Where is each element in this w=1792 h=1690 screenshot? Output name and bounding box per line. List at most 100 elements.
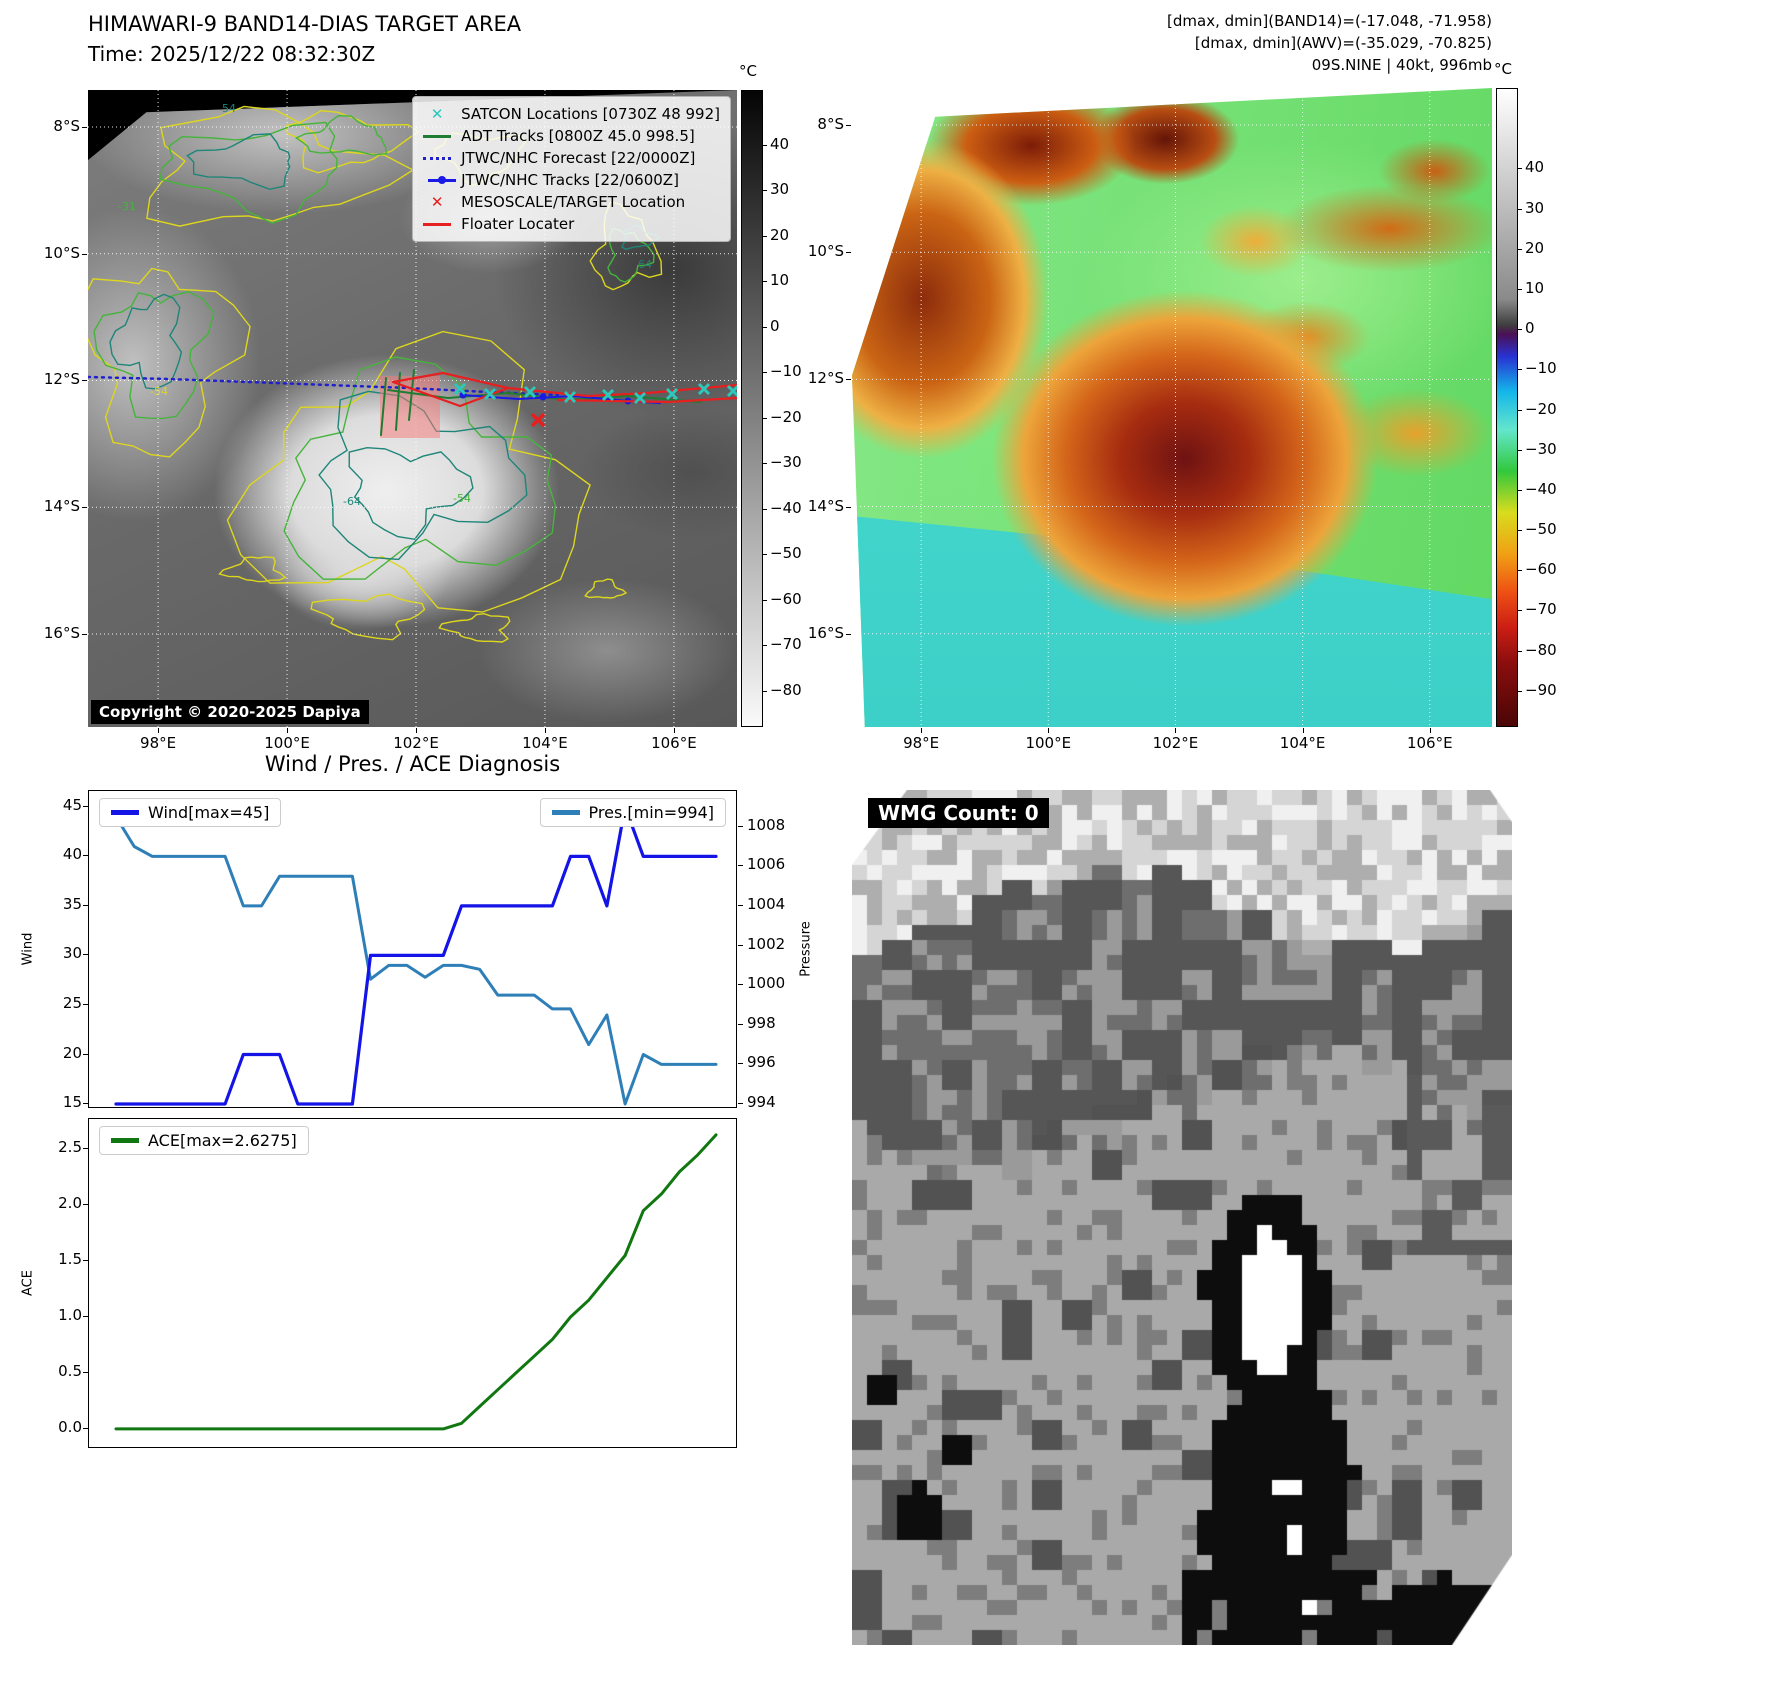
satcon-x-marker <box>563 390 577 404</box>
pressure-tick-mark <box>738 1023 743 1025</box>
band14-colorbar-tick-mark <box>763 417 767 419</box>
line-marker-icon <box>421 134 453 138</box>
band14-x-tick-mark <box>287 728 289 733</box>
pressure-tick-label: 1004 <box>747 894 786 913</box>
x-marker-icon: ✕ <box>430 105 444 123</box>
band14-y-tick-mark <box>82 507 87 509</box>
temperature-contour <box>310 593 426 641</box>
band14-colorbar-tick-label: −10 <box>770 362 802 381</box>
awv-colorbar-tick-mark <box>1518 690 1522 692</box>
temperature-contour <box>93 291 215 420</box>
band14-x-tick-label: 102°E <box>393 734 439 752</box>
awv-colorbar-tick-label: −60 <box>1525 560 1557 579</box>
x-marker-icon: ✕ <box>430 193 444 211</box>
band14-colorbar-tick-mark <box>763 690 767 692</box>
wind-tick-label: 40 <box>62 845 82 864</box>
wmg-microwave-image <box>852 790 1512 1645</box>
awv-x-tick-label: 100°E <box>1025 734 1072 752</box>
wind-legend-label: Wind[max=45] <box>148 803 270 822</box>
band14-colorbar-tick-label: −50 <box>770 544 802 563</box>
awv-convection-blobs <box>852 88 1492 727</box>
awv-colorbar-tick-mark <box>1518 530 1522 532</box>
band14-colorbar-tick-label: −20 <box>770 407 802 426</box>
legend-item-label: SATCON Locations [0730Z 48 992] <box>461 105 720 123</box>
awv-colorbar-tick-label: −10 <box>1525 359 1557 378</box>
band14-y-tick-mark <box>82 633 87 635</box>
satcon-x-marker <box>726 384 737 398</box>
band14-y-tick-label: 8°S <box>53 116 80 135</box>
band14-y-tick-label: 14°S <box>43 497 80 516</box>
satcon-x-marker <box>523 385 537 399</box>
pressure-tick-label: 1000 <box>747 974 786 993</box>
legend-item: ✕ MESOSCALE/TARGET Location <box>421 191 720 213</box>
floater-line <box>506 383 737 398</box>
band14-x-tick-mark <box>673 728 675 733</box>
band14-colorbar-tick-mark <box>763 326 767 328</box>
awv-colorbar-tick-label: −50 <box>1525 520 1557 539</box>
satcon-x-marker <box>697 382 711 396</box>
legend-item-label: JTWC/NHC Forecast [22/0000Z] <box>461 149 696 167</box>
ace-tick-mark <box>83 1427 88 1429</box>
line-marker-icon <box>421 176 457 184</box>
awv-y-tick-mark <box>846 379 851 381</box>
adt-track-line <box>380 377 387 436</box>
ace-series-line <box>114 1133 718 1431</box>
wind-tick-label: 20 <box>62 1043 82 1062</box>
pressure-tick-label: 1002 <box>747 934 786 953</box>
band14-y-tick-label: 12°S <box>43 370 80 389</box>
band14-x-tick-mark <box>544 728 546 733</box>
band14-legend: ✕ SATCON Locations [0730Z 48 992] ADT Trac… <box>412 96 731 242</box>
awv-colorbar-tick-label: 0 <box>1525 319 1535 338</box>
band14-colorbar-unit: °C <box>739 62 757 80</box>
diagnosis-title: Wind / Pres. / ACE Diagnosis <box>264 752 561 776</box>
ace-tick-mark <box>83 1260 88 1262</box>
legend-item-label: JTWC/NHC Tracks [22/0600Z] <box>461 171 679 189</box>
contour-label: -54 <box>453 492 471 505</box>
ace-line-sample-icon <box>111 1138 139 1143</box>
wmg-count-label: WMG Count: 0 <box>868 798 1049 828</box>
band14-y-tick-mark <box>82 380 87 382</box>
temperature-contour <box>146 105 415 227</box>
contour-label: -64 <box>343 495 361 508</box>
band14-x-tick-label: 106°E <box>651 734 697 752</box>
ace-tick-label: 2.5 <box>58 1138 82 1157</box>
band14-colorbar-tick-mark <box>763 372 767 374</box>
band14-x-tick-label: 104°E <box>522 734 568 752</box>
temperature-contour <box>584 578 628 599</box>
awv-colorbar-tick-mark <box>1518 449 1522 451</box>
band14-y-tick-mark <box>82 126 87 128</box>
wind-pressure-chart: Wind[max=45] Pres.[min=994] <box>88 790 737 1108</box>
awv-x-tick-label: 102°E <box>1152 734 1199 752</box>
awv-header-line: 09S.NINE | 40kt, 996mb <box>1311 56 1492 74</box>
temperature-contour <box>285 109 420 174</box>
satcon-x-marker <box>633 391 647 405</box>
legend-item-label: ADT Tracks [0800Z 45.0 998.5] <box>461 127 695 145</box>
band14-x-tick-label: 98°E <box>140 734 177 752</box>
awv-x-tick-mark <box>1175 728 1177 733</box>
copyright-label: Copyright © 2020-2025 Dapiya <box>91 700 369 724</box>
band14-colorbar-tick-mark <box>763 144 767 146</box>
awv-x-tick-mark <box>921 728 923 733</box>
awv-colorbar-tick-label: 20 <box>1525 238 1545 257</box>
legend-item: ✕ SATCON Locations [0730Z 48 992] <box>421 103 720 125</box>
legend-item: JTWC/NHC Forecast [22/0000Z] <box>421 147 720 169</box>
awv-gridlines <box>852 88 1492 727</box>
awv-enhanced-imagery <box>852 88 1492 727</box>
pressure-axis-label: Pressure <box>798 921 814 977</box>
ace-tick-label: 1.5 <box>58 1250 82 1269</box>
temperature-contour <box>294 114 388 156</box>
contour-label: -31 <box>118 200 136 213</box>
ace-plot <box>114 1133 718 1431</box>
pressure-tick-mark <box>738 984 743 986</box>
pressure-tick-mark <box>738 904 743 906</box>
band14-x-tick-mark <box>416 728 417 733</box>
awv-colorbar <box>1496 88 1518 727</box>
wind-tick-label: 15 <box>62 1093 82 1112</box>
pressure-tick-mark <box>738 865 743 867</box>
band14-colorbar-tick-label: 0 <box>770 316 780 335</box>
awv-header-line: [dmax, dmin](AWV)=(-35.029, -70.825) <box>1194 34 1492 52</box>
ace-tick-label: 0.0 <box>58 1417 82 1436</box>
awv-header: [dmax, dmin](BAND14)=(-17.048, -71.958) [… <box>1167 10 1492 76</box>
awv-colorbar-tick-label: −70 <box>1525 600 1557 619</box>
wind-tick-mark <box>83 855 88 857</box>
